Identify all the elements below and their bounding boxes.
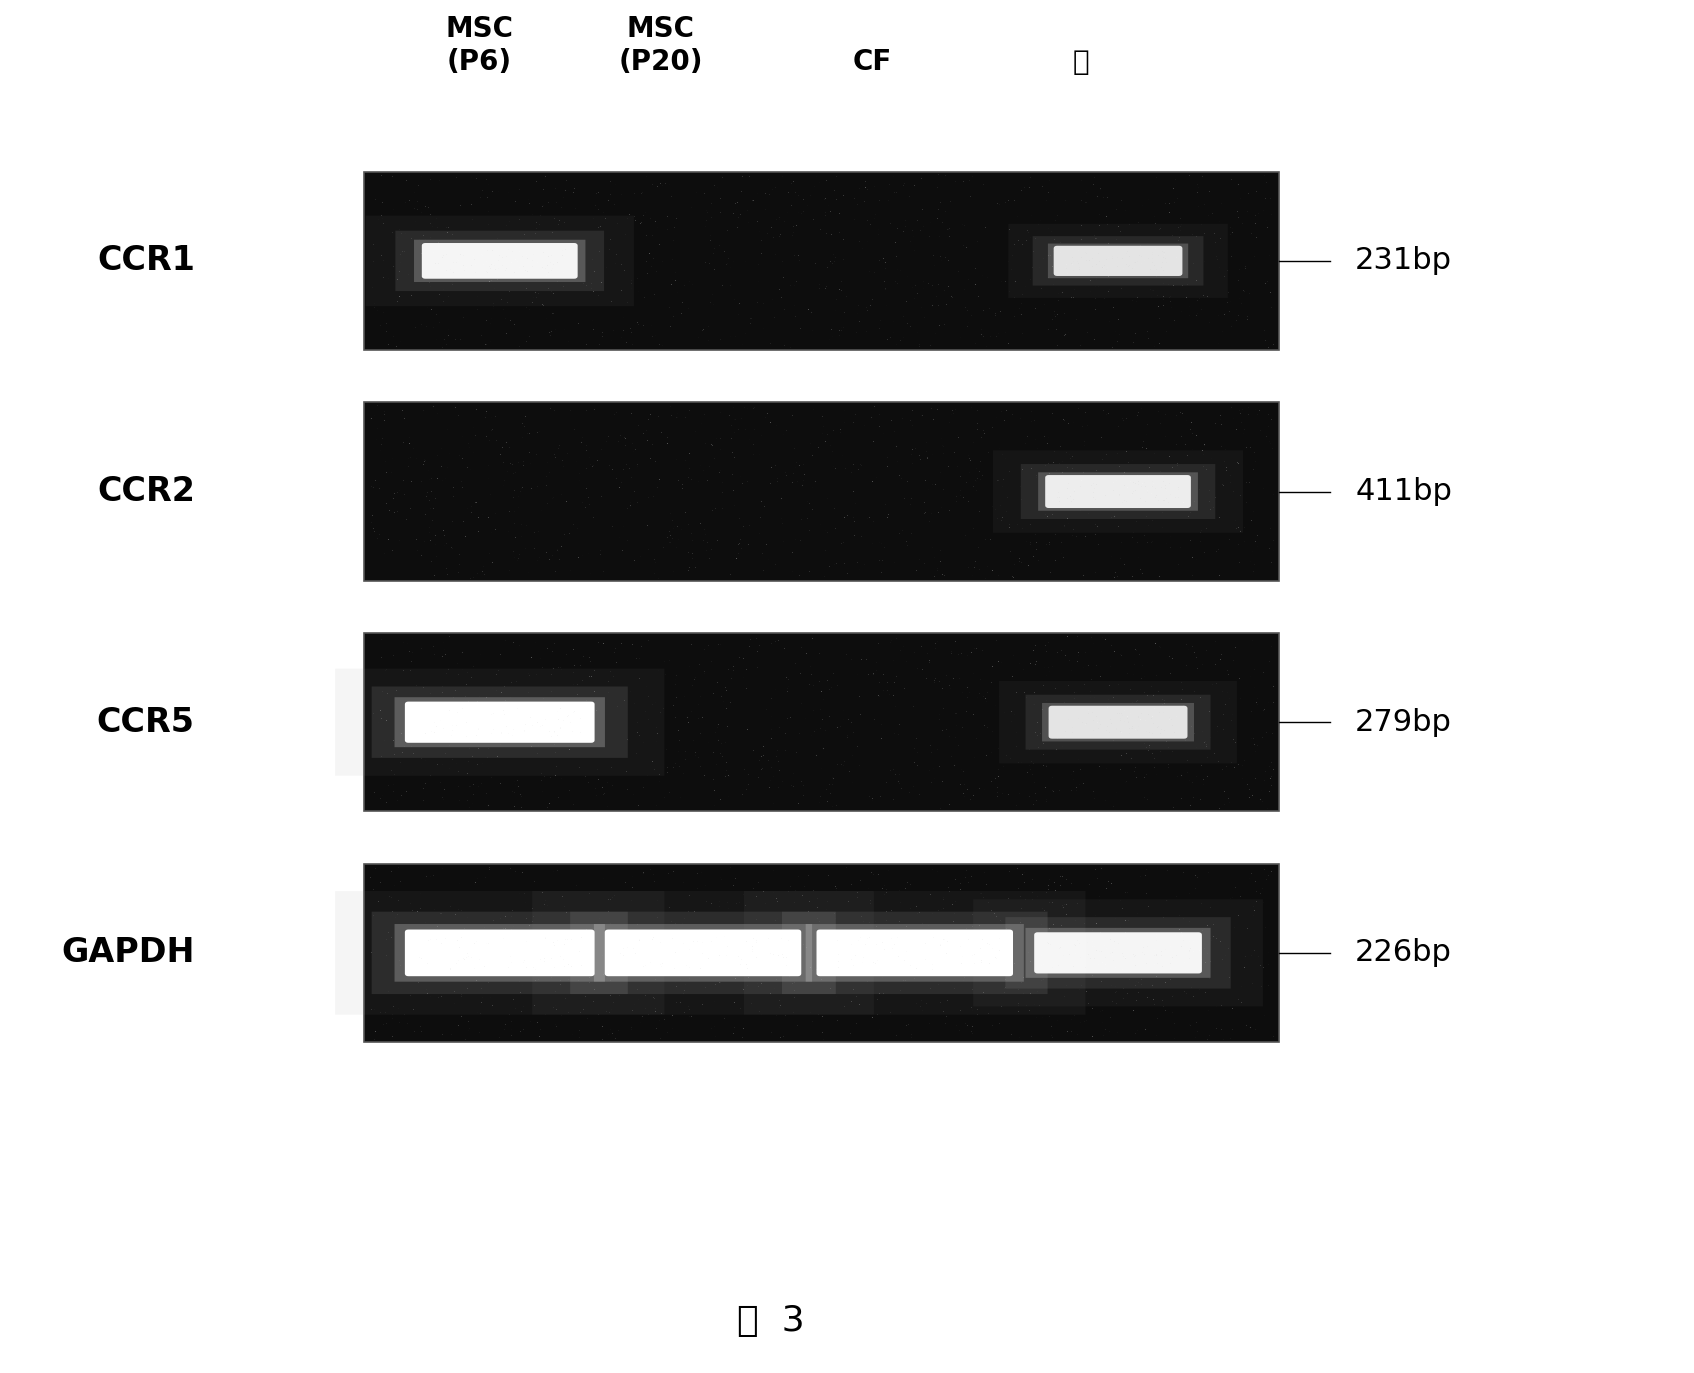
FancyBboxPatch shape	[1038, 472, 1198, 511]
Text: 231bp: 231bp	[1355, 246, 1452, 276]
Text: 图  3: 图 3	[737, 1304, 805, 1337]
FancyBboxPatch shape	[1008, 224, 1228, 298]
FancyBboxPatch shape	[395, 697, 605, 747]
FancyBboxPatch shape	[595, 924, 811, 982]
FancyBboxPatch shape	[1025, 695, 1211, 750]
FancyBboxPatch shape	[1006, 917, 1232, 989]
FancyBboxPatch shape	[744, 891, 1086, 1015]
FancyBboxPatch shape	[366, 216, 634, 306]
FancyBboxPatch shape	[422, 243, 578, 279]
Text: 226bp: 226bp	[1355, 938, 1452, 968]
FancyBboxPatch shape	[993, 450, 1243, 533]
FancyBboxPatch shape	[999, 681, 1237, 763]
FancyBboxPatch shape	[1033, 932, 1203, 973]
Text: CF: CF	[852, 48, 893, 76]
FancyBboxPatch shape	[371, 912, 628, 994]
Bar	[364, 864, 1279, 1042]
Text: GAPDH: GAPDH	[61, 936, 195, 969]
Text: MSC
(P20): MSC (P20)	[618, 15, 703, 76]
Text: 411bp: 411bp	[1355, 476, 1452, 507]
Bar	[364, 402, 1279, 581]
FancyBboxPatch shape	[1025, 928, 1211, 978]
FancyBboxPatch shape	[335, 669, 664, 776]
FancyBboxPatch shape	[571, 912, 835, 994]
FancyBboxPatch shape	[806, 924, 1023, 982]
Bar	[364, 172, 1279, 350]
FancyBboxPatch shape	[413, 240, 586, 281]
Bar	[364, 633, 1279, 811]
FancyBboxPatch shape	[1045, 475, 1191, 508]
FancyBboxPatch shape	[974, 899, 1264, 1006]
FancyBboxPatch shape	[371, 686, 628, 758]
FancyBboxPatch shape	[405, 930, 595, 976]
Text: 279bp: 279bp	[1355, 707, 1452, 737]
FancyBboxPatch shape	[783, 912, 1047, 994]
FancyBboxPatch shape	[1049, 706, 1187, 739]
Text: 脾: 脾	[1072, 48, 1089, 76]
FancyBboxPatch shape	[1021, 464, 1215, 519]
FancyBboxPatch shape	[405, 702, 595, 743]
FancyBboxPatch shape	[395, 924, 605, 982]
Text: CCR1: CCR1	[97, 244, 195, 277]
FancyBboxPatch shape	[1033, 236, 1203, 286]
FancyBboxPatch shape	[1049, 243, 1187, 279]
FancyBboxPatch shape	[532, 891, 874, 1015]
FancyBboxPatch shape	[1042, 703, 1194, 741]
FancyBboxPatch shape	[395, 231, 605, 291]
FancyBboxPatch shape	[1054, 246, 1182, 276]
Text: CCR2: CCR2	[97, 475, 195, 508]
Text: CCR5: CCR5	[97, 706, 195, 739]
FancyBboxPatch shape	[817, 930, 1013, 976]
Text: MSC
(P6): MSC (P6)	[446, 15, 513, 76]
FancyBboxPatch shape	[335, 891, 664, 1015]
FancyBboxPatch shape	[605, 930, 801, 976]
